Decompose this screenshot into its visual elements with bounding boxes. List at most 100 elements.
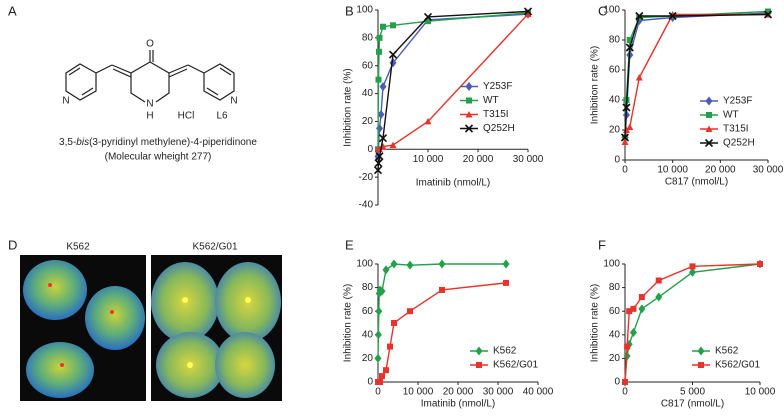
y-tick-label: -40 [359,200,374,211]
series-line [377,12,529,150]
marker [376,123,383,133]
y-tick-label: 60 [609,65,621,76]
marker [705,96,713,106]
x-tick-label: 20 000 [705,165,736,176]
y-tick-label: 0 [367,377,373,388]
panel-label: E [345,237,354,252]
x-tick-label: 0 [622,387,628,398]
y-axis-label: Inhibition rate (%) [590,46,601,124]
atom: N [146,99,153,110]
marker [406,260,414,270]
marker-stroke [388,50,398,59]
marker [377,379,383,385]
micrograph [20,255,146,401]
panel-label: D [8,237,17,252]
y-tick-label: 80 [362,32,374,43]
marker [655,277,662,284]
panel-label: F [598,237,606,252]
marker-stroke [423,12,433,22]
legend-label: T315I [723,124,749,135]
legend-label: WT [483,95,499,106]
marker [621,138,629,145]
compound-weight: (Molecular wheight 277) [105,152,212,163]
marker [630,305,637,312]
y-tick-label: 100 [356,259,373,270]
x-tick-label: 10 000 [745,387,776,398]
y-tick-label: 0 [614,155,620,166]
marker [624,343,631,350]
marker [689,263,696,270]
marker [524,10,532,18]
y-tick-label: 60 [609,306,621,317]
marker [698,362,704,368]
marker [374,159,383,168]
marker [503,279,509,286]
series-line [377,263,506,359]
marker [389,141,397,149]
y-tick-label: 20 [362,353,374,364]
marker [374,353,382,363]
marker [376,48,382,55]
marker [466,97,472,104]
structure [65,50,235,103]
series-line [624,13,769,138]
y-tick-label: 20 [362,116,374,127]
marker-stroke [668,11,677,21]
marker [523,7,533,16]
atom: O [146,39,154,50]
compound-name: 3,5-bis(3-pyridinyl methylene)-4-piperid… [59,137,257,148]
marker [757,261,763,267]
marker [438,259,446,269]
marker [465,111,473,118]
y-tick-label: 40 [362,88,374,99]
marker [635,74,643,81]
atom: N [62,96,69,107]
y-axis-label: Inhibition rate (%) [343,68,354,146]
series-line [378,282,507,383]
marker [625,43,634,52]
marker [375,76,382,83]
marker [706,112,712,118]
legend-label: Y253F [723,96,752,107]
y-tick-label: 20 [609,353,621,364]
marker [635,11,644,21]
marker-stroke [373,166,383,175]
marker [464,124,474,133]
marker-stroke [523,7,533,16]
atom: HCl [178,111,195,122]
marker [391,320,397,326]
marker [389,58,397,68]
legend-label: T315I [483,109,509,120]
y-tick-label: 40 [362,329,374,340]
marker [380,23,386,30]
marker [763,10,773,19]
marker [626,123,634,130]
panel-label: A [8,3,17,18]
x-tick-label: 20 000 [443,387,474,398]
x-tick-label: 30 000 [483,387,514,398]
image-label: K562 [66,242,90,253]
marker [697,346,705,356]
marker [620,133,630,142]
y-tick-label: 80 [609,35,621,46]
marker [390,22,396,29]
name-part: bis [76,137,89,148]
x-tick-label: 10 000 [413,154,444,165]
marker [638,304,646,314]
y-axis-label: Inhibition rate (%) [343,284,354,362]
legend-label: Q252H [483,123,515,134]
series-line [624,10,769,138]
marker [622,379,628,385]
marker [626,308,633,315]
marker [689,267,696,277]
x-tick-label: 30 000 [513,154,544,165]
marker [383,367,389,374]
y-tick-label: 100 [603,5,620,16]
x-tick-label: 30 000 [753,165,784,176]
marker [626,37,633,43]
y-tick-label: 40 [609,329,621,340]
x-axis-label: C817 (nmol/L) [665,177,728,188]
marker [705,125,713,132]
marker [379,373,385,380]
marker-stroke [464,124,474,133]
